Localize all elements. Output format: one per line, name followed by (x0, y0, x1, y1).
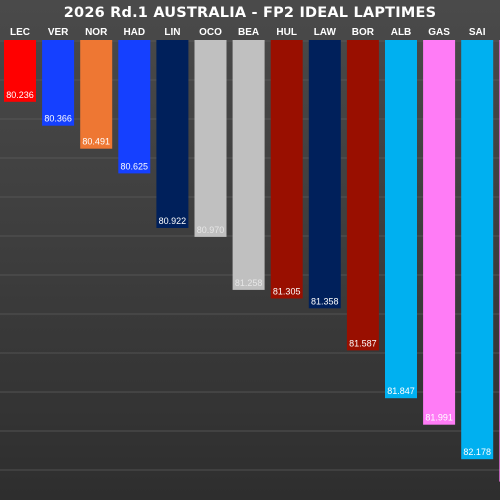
category-tick-label: VER (48, 27, 69, 38)
bar-bea (232, 40, 265, 290)
category-tick-label: LAW (314, 27, 337, 38)
bar-lin (156, 40, 189, 228)
bar-value-label: 82.178 (463, 447, 491, 457)
bar-value-label: 81.258 (235, 278, 263, 288)
bar-alb (385, 40, 417, 399)
bar-value-label: 80.236 (6, 90, 34, 100)
bar-oco (194, 40, 227, 237)
bar-value-label: 80.366 (44, 114, 72, 124)
bar-hul (270, 40, 303, 299)
category-tick-label: LEC (10, 27, 30, 38)
bar-value-label: 81.847 (387, 386, 415, 396)
bar-value-label: 80.970 (197, 225, 225, 235)
bar-value-label: 80.625 (121, 161, 149, 171)
bar-value-label: 80.922 (159, 216, 187, 226)
category-tick-label: HAD (123, 27, 145, 38)
category-tick-label: LIN (164, 27, 180, 38)
bar-lec (4, 40, 36, 102)
category-tick-label: NOR (85, 27, 108, 38)
bars: 80.236 80.366 80.491 80.625 80.922 80.970 81.2… (4, 40, 500, 482)
bar-gas (423, 40, 456, 425)
bar-value-label: 81.587 (349, 338, 377, 348)
bar-sai (461, 40, 494, 460)
bar-ver (42, 40, 75, 126)
chart-title: 2026 Rd.1 AUSTRALIA - FP2 IDEAL LAPTIMES (63, 5, 437, 21)
category-tick-label: SAI (469, 27, 486, 38)
category-tick-label: BOR (352, 27, 375, 38)
bar-value-label: 81.358 (311, 296, 339, 306)
category-tick-label: GAS (428, 27, 450, 38)
bar-value-label: 80.491 (82, 137, 110, 147)
bar-bor (346, 40, 379, 351)
category-tick-label: OCO (199, 27, 222, 38)
category-tick-label: HUL (276, 27, 297, 38)
category-tick-label: BEA (238, 27, 259, 38)
bar-value-label: 81.991 (425, 413, 453, 423)
bar-had (118, 40, 151, 174)
category-tick-labels: LEC VER NOR HAD LIN OCO BEA HUL LAW BOR ALB GAS SAI (10, 27, 486, 38)
bar-nor (80, 40, 113, 149)
category-tick-label: ALB (391, 27, 412, 38)
bar-law (308, 40, 341, 309)
bar-value-label: 81.305 (273, 287, 301, 297)
